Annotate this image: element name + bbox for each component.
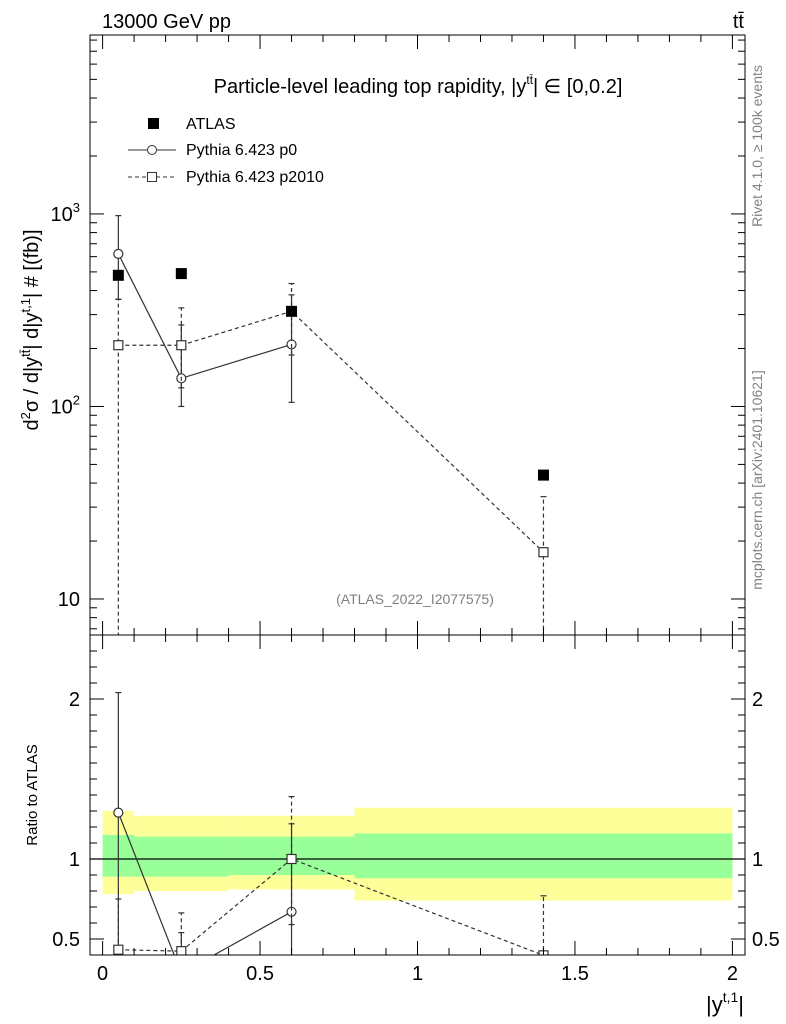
main-pythia-p2010-line — [118, 310, 544, 553]
ratio-axis-ticks: 0 0.5 1 1.5 2 0.5 0.5 1 1 2 2 — [52, 634, 780, 985]
main-y-tick-label-base: 10 — [58, 589, 80, 611]
ratio-plot-content — [90, 691, 745, 978]
main-y-tick-label: 10 — [58, 589, 80, 611]
ratio-plot-frame — [89, 634, 746, 956]
main-pythia-p2010-point — [176, 340, 187, 351]
ratio-y-axis-label: Ratio to ATLAS — [24, 744, 41, 845]
ratio-pythia-p0-line — [117, 812, 292, 955]
legend-p0-marker — [147, 145, 157, 155]
process-label: tt̄ — [733, 11, 745, 33]
ratio-y-tick-label-right: 2 — [752, 689, 763, 711]
ratio-pythia-p2010-line — [118, 858, 544, 955]
main-y-tick-label-exp: 3 — [73, 200, 80, 215]
ratio-plot-panel: 0 0.5 1 1.5 2 0.5 0.5 1 1 2 2 Ratio to ATLAS |yt,1… — [24, 634, 780, 1017]
energy-label: 13000 GeV pp — [102, 11, 231, 33]
x-tick-label: 0 — [97, 963, 108, 985]
ratio-y-tick-label-right: 0.5 — [752, 929, 780, 951]
rivet-version-label: Rivet 4.1.0, ≥ 100k events — [749, 65, 765, 227]
main-atlas-data-point — [175, 268, 187, 280]
x-axis-label: |yt,1| — [706, 989, 744, 1017]
legend-atlas-marker — [148, 118, 159, 129]
legend-p2010-marker — [147, 172, 157, 182]
ratio-stat-uncertainty-band — [134, 836, 229, 877]
ratio-y-tick-label: 2 — [69, 689, 80, 711]
ratio-y-tick-label: 1 — [69, 849, 80, 871]
main-pythia-p0-point — [113, 248, 124, 260]
x-tick-label: 0.5 — [246, 963, 274, 985]
x-tick-label: 2 — [727, 963, 738, 985]
main-y-tick-label-exp: 2 — [73, 392, 80, 407]
plot-title: Particle-level leading top rapidity, |yt… — [214, 73, 623, 98]
ratio-pythia-p0-point — [113, 807, 124, 818]
main-pythia-p2010-point — [113, 340, 124, 351]
ratio-y-tick-label-right: 1 — [752, 849, 763, 871]
ratio-pythia-p0-point — [177, 969, 186, 978]
main-pythia-p0-line — [117, 253, 292, 380]
main-y-tick-label-base: 10 — [51, 396, 73, 418]
main-atlas-data-point — [537, 469, 549, 481]
legend-atlas-label: ATLAS — [186, 116, 236, 133]
main-plot-content — [112, 215, 549, 635]
main-y-tick-label: 103 — [51, 200, 80, 226]
ratio-pythia-p2010-point — [113, 944, 124, 955]
legend-p2010-label: Pythia 6.423 p2010 — [186, 169, 324, 186]
x-tick-label: 1 — [412, 963, 423, 985]
ratio-pythia-p2010-point — [286, 853, 297, 865]
ratio-y-tick-label: 0.5 — [52, 929, 80, 951]
x-tick-label: 1.5 — [561, 963, 589, 985]
main-pythia-p2010-point — [538, 547, 549, 558]
main-y-axis-label: d2σ / d|ytt̄| d|yt,1| # [(fb)] — [18, 229, 43, 430]
mcplots-label: mcplots.cern.ch [arXiv:2401.10621] — [749, 370, 765, 589]
main-y-tick-label-base: 10 — [51, 204, 73, 226]
main-atlas-data-point — [112, 269, 124, 281]
legend-p0-label: Pythia 6.423 p0 — [186, 142, 297, 159]
ratio-stat-uncertainty-band — [354, 833, 733, 879]
ratio-pythia-p2010-point — [176, 946, 187, 955]
main-y-tick-label: 102 — [51, 392, 80, 418]
main-atlas-data-point — [286, 305, 298, 317]
legend: ATLAS Pythia 6.423 p0 Pythia 6.423 p2010 — [128, 116, 324, 186]
analysis-watermark: (ATLAS_2022_I2077575) — [336, 591, 494, 607]
